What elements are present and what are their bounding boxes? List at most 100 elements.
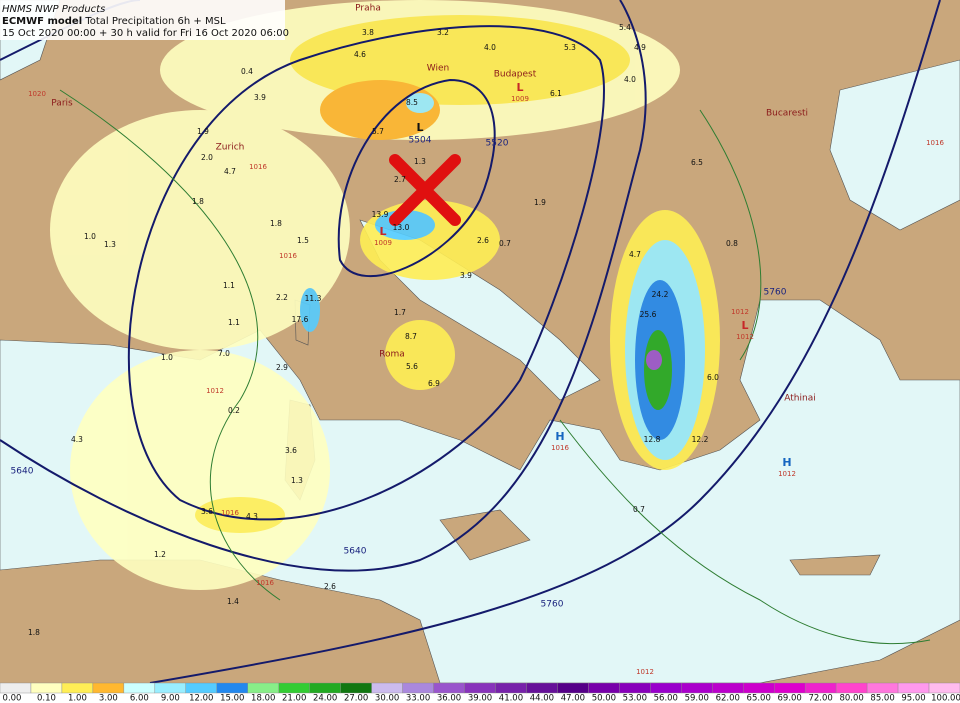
colorbar-swatch <box>681 682 713 694</box>
colorbar-swatch <box>773 682 806 694</box>
colorbar-swatch <box>650 682 682 694</box>
precip-label: 2.7 <box>394 175 406 184</box>
colorbar-label: 33.00 <box>406 694 430 703</box>
colorbar-swatch <box>371 682 403 694</box>
colorbar-label: 41.00 <box>499 694 523 703</box>
colorbar-label: 27.00 <box>344 694 368 703</box>
colorbar-swatch <box>61 682 94 694</box>
precip-label: 24.2 <box>652 290 669 299</box>
colorbar-label: 24.00 <box>313 694 337 703</box>
colorbar-swatch <box>433 682 465 694</box>
city-label: Paris <box>51 99 73 109</box>
precip-label: 1.8 <box>192 197 204 206</box>
city-label: Roma <box>379 350 405 360</box>
colorbar-swatch <box>402 682 434 694</box>
precip-label: 3.9 <box>254 93 266 102</box>
pressure-symbol: H <box>782 456 791 469</box>
colorbar-swatch <box>340 682 372 694</box>
precip-label: 1.0 <box>84 232 96 241</box>
precip-label: 8.7 <box>405 332 417 341</box>
colorbar-label: 1.00 <box>68 694 87 703</box>
colorbar-swatch <box>897 682 930 694</box>
colorbar-label: 0.00 <box>3 694 22 703</box>
colorbar-swatch <box>278 682 310 694</box>
precip-label: 12.8 <box>644 435 661 444</box>
colorbar-swatch <box>557 682 589 694</box>
colorbar-label: 39.00 <box>468 694 492 703</box>
isobar-label: 1012 <box>206 387 224 395</box>
precip-label: 1.8 <box>270 219 282 228</box>
colorbar-label: 36.00 <box>437 694 461 703</box>
precip-label: 0.7 <box>499 239 511 248</box>
precip-label: 4.6 <box>354 50 366 59</box>
precip-label: 4.0 <box>484 43 496 52</box>
precip-label: 1.9 <box>197 127 209 136</box>
colorbar-swatch <box>588 682 620 694</box>
isobar-label: 1016 <box>256 579 274 587</box>
colorbar-swatch <box>0 682 32 694</box>
city-label: Bucaresti <box>766 109 808 119</box>
colorbar-label: 3.00 <box>99 694 118 703</box>
precip-label: 1.9 <box>534 198 546 207</box>
pressure-value: 1009 <box>511 95 529 103</box>
colorbar-label: 47.00 <box>561 694 585 703</box>
precip-label: 4.3 <box>246 512 258 521</box>
colorbar-label: 69.00 <box>778 694 802 703</box>
isobar-label: 1016 <box>279 252 297 260</box>
precip-label: 4.3 <box>71 435 83 444</box>
isobar-label: 1020 <box>28 90 46 98</box>
colorbar-swatch <box>123 682 156 694</box>
city-label: Praha <box>355 4 381 14</box>
colorbar-label: 0.10 <box>37 694 56 703</box>
precip-label: 3.8 <box>362 28 374 37</box>
precip-label: 3.6 <box>201 507 213 516</box>
colorbar-label: 65.00 <box>747 694 771 703</box>
colorbar-label: 9.00 <box>161 694 180 703</box>
pressure-symbol: L <box>516 81 523 94</box>
marker-x <box>389 154 461 226</box>
colorbar-swatch <box>154 682 187 694</box>
precip-label: 8.5 <box>406 98 418 107</box>
colorbar-swatch <box>495 682 527 694</box>
isobar-label: 1016 <box>221 509 239 517</box>
precip-label: 17.6 <box>292 315 309 324</box>
product: Total Precipitation 6h + MSL <box>84 16 226 27</box>
precip-label: 1.1 <box>228 318 240 327</box>
precip-label: 6.5 <box>691 158 703 167</box>
precip-label: 13.0 <box>393 223 410 232</box>
contour-label: 5760 <box>764 288 787 298</box>
colorbar-label: 56.00 <box>654 694 678 703</box>
contour-label: 5520 <box>486 139 509 149</box>
colorbar-label: 21.00 <box>282 694 306 703</box>
contour-label: 5640 <box>344 547 367 557</box>
pressure-symbol: L <box>379 225 386 238</box>
precip-label: 1.1 <box>223 281 235 290</box>
precip-label: 1.4 <box>227 597 239 606</box>
precip-label: 1.5 <box>297 236 309 245</box>
colorbar-label: 59.00 <box>685 694 709 703</box>
colorbar-label: 95.00 <box>901 694 925 703</box>
precip-label: 5.3 <box>564 43 576 52</box>
pressure-value: 1009 <box>374 239 392 247</box>
colorbar-swatch <box>743 682 775 694</box>
colorbar-label: 100.00 <box>931 694 960 703</box>
precip-label: 2.0 <box>201 153 213 162</box>
precip-label: 1.3 <box>291 476 303 485</box>
precip-label: 2.6 <box>324 582 336 591</box>
precip-label: 4.7 <box>629 250 641 259</box>
colorbar-swatch <box>619 682 651 694</box>
height-contours <box>0 0 941 684</box>
precip-label: 6.0 <box>707 373 719 382</box>
colorbar-label: 18.00 <box>251 694 275 703</box>
colorbar-swatch <box>526 682 558 694</box>
precip-label: 11.3 <box>305 294 322 303</box>
colorbar-label: 15.00 <box>220 694 244 703</box>
contour-label: 5640 <box>11 467 34 477</box>
isobar-label: 1012 <box>636 668 654 676</box>
precipitation <box>50 0 720 590</box>
precip-label: 1.2 <box>154 550 166 559</box>
pressure-symbol: L <box>741 319 748 332</box>
precip-label: 3.6 <box>285 446 297 455</box>
precip-label: 0.2 <box>228 406 240 415</box>
